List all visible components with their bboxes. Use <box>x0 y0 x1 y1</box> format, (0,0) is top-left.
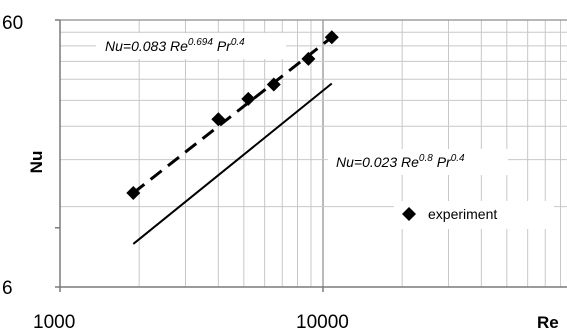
fit1-eq-base: Nu=0.083 Re <box>105 38 188 54</box>
x-tick-label-1000: 1000 <box>33 312 75 333</box>
data-point <box>324 30 339 45</box>
solid-fit-label: Nu=0.023 Re0.8 Pr0.4 <box>328 149 508 175</box>
fit1-eq-re-exp: 0.694 <box>188 37 213 48</box>
legend-label-experiment: experiment <box>428 206 497 222</box>
data-point <box>126 185 141 200</box>
fit-lines <box>132 36 333 245</box>
svg-text:Nu=0.083 Re0.694 Pr0.4: Nu=0.083 Re0.694 Pr0.4 <box>105 37 245 54</box>
dashed-fit-label: Nu=0.083 Re0.694 Pr0.4 <box>96 33 286 59</box>
legend: experiment <box>394 201 554 229</box>
fit2-eq-pr-exp: 0.4 <box>451 153 465 164</box>
data-point <box>301 51 316 66</box>
y-tick-label-min: 6 <box>2 278 13 299</box>
fit1-eq-pr-exp: 0.4 <box>231 37 245 48</box>
y-tick-label-max: 60 <box>2 13 23 34</box>
fit1-eq-mid: Pr <box>213 38 232 54</box>
data-points <box>126 30 339 200</box>
dashed-fit-line <box>132 36 333 195</box>
fit2-eq-base: Nu=0.023 Re <box>336 154 419 170</box>
legend-diamond-marker <box>402 207 416 221</box>
data-point <box>241 91 256 106</box>
svg-text:Nu=0.023 Re0.8 Pr0.4: Nu=0.023 Re0.8 Pr0.4 <box>336 153 465 170</box>
x-axis-title: Re <box>537 313 559 332</box>
x-tick-label-10000: 10000 <box>296 312 349 333</box>
axes <box>55 19 567 292</box>
data-point <box>266 77 281 92</box>
fit2-eq-re-exp: 0.8 <box>419 153 433 164</box>
fit2-eq-mid: Pr <box>433 154 452 170</box>
y-axis-title: Nu <box>27 151 46 174</box>
data-point <box>211 112 226 127</box>
solid-fit-line <box>132 82 333 245</box>
